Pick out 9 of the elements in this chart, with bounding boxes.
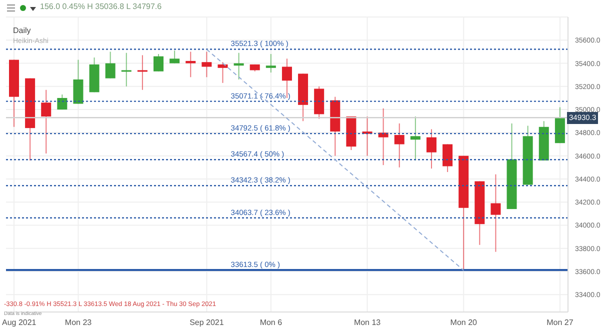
- x-tick-label: Mon 20: [450, 318, 478, 327]
- x-tick-label: Sep 2021: [190, 318, 224, 327]
- x-tick-label: Mon 6: [260, 318, 283, 327]
- x-tick-label: Aug 2021: [2, 318, 37, 327]
- x-tick-label: Mon 27: [546, 318, 574, 327]
- x-tick-label: Mon 13: [354, 318, 382, 327]
- annotation: Daily: [13, 26, 31, 35]
- text: 156.0 0.45% H 35036.8 L 34797.6: [40, 2, 162, 11]
- x-tick-label: Mon 23: [64, 318, 92, 327]
